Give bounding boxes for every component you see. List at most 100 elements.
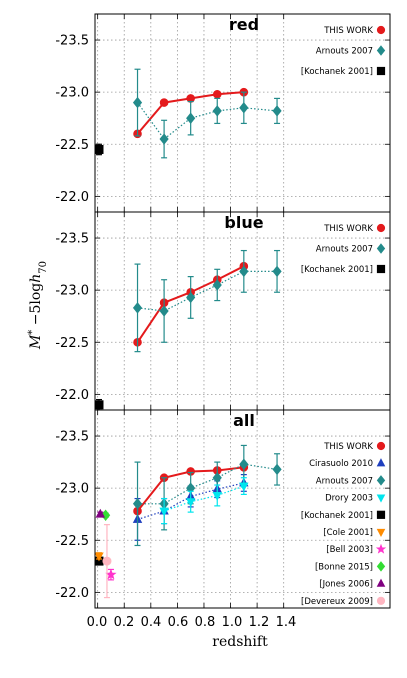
legend-marker xyxy=(376,510,386,519)
legend-label: [Kochanek 2001] xyxy=(301,511,373,521)
panel-title: red xyxy=(229,15,259,34)
data-point xyxy=(212,472,222,484)
panel-title: all xyxy=(233,411,255,430)
data-point xyxy=(239,102,249,114)
x-tick-label: 0.0 xyxy=(87,615,108,630)
data-point xyxy=(239,265,249,278)
panel-frame xyxy=(94,409,391,609)
panel-blue: -22.0 -22.5 -23.0 -23.5 blue THIS WORK Arnouts… xyxy=(55,211,391,411)
y-tick-label: -22.0 xyxy=(55,190,89,205)
data-point xyxy=(185,498,196,508)
panel-frame xyxy=(94,13,391,213)
y-tick-label: -23.5 xyxy=(55,34,89,49)
series-line xyxy=(163,485,245,512)
legend-marker xyxy=(376,264,386,274)
data-point xyxy=(95,508,106,518)
y-label-main: M xyxy=(28,334,44,350)
legend-marker xyxy=(375,543,387,554)
series-this-work xyxy=(133,463,249,516)
data-point xyxy=(186,112,196,124)
y-label-sub: 70 xyxy=(38,261,49,274)
plot-area xyxy=(95,249,282,410)
y-tick-label: -22.5 xyxy=(55,534,89,549)
axis-ticks xyxy=(95,212,390,410)
legend-marker xyxy=(376,243,386,254)
data-point xyxy=(159,133,169,145)
legend-label: Arnouts 2007 xyxy=(316,476,373,486)
legend-marker xyxy=(376,528,386,538)
x-tick-label: 0.2 xyxy=(114,615,135,630)
data-point xyxy=(212,279,222,291)
series--kochanek-2001- xyxy=(95,143,104,156)
x-tick-label: 0.4 xyxy=(141,615,162,630)
data-point xyxy=(132,96,143,109)
panels-layer: -22.0 -22.5 -23.0 -23.5 red THIS WORK Arnouts … xyxy=(55,13,391,609)
legend-marker xyxy=(376,441,386,451)
data-point xyxy=(212,89,222,99)
y-tick-label: -23.0 xyxy=(55,482,89,497)
data-point xyxy=(95,552,104,562)
series--bonne-2015- xyxy=(101,509,111,521)
legend-marker xyxy=(376,578,386,587)
y-tick-label: -23.5 xyxy=(55,232,89,247)
data-point xyxy=(102,556,112,566)
series--kochanek-2001- xyxy=(95,398,104,410)
data-point xyxy=(272,463,282,476)
legend-label: [Devereux 2009] xyxy=(301,597,373,607)
axis-ticks xyxy=(95,14,390,212)
legend: THIS WORK Arnouts 2007 [Kochanek 2001] xyxy=(301,223,386,275)
x-tick-label: 1.0 xyxy=(222,615,243,630)
plot-area xyxy=(95,68,282,159)
legend-label: Drory 2003 xyxy=(325,494,373,504)
legend-marker xyxy=(376,494,386,503)
series-arnouts-2007 xyxy=(132,444,282,547)
plot-area xyxy=(95,444,282,599)
data-point xyxy=(132,498,143,510)
legend-marker xyxy=(376,475,386,486)
data-point xyxy=(159,305,169,317)
y-tick-label: -23.0 xyxy=(55,86,89,101)
data-point xyxy=(186,291,196,304)
panel-title: blue xyxy=(224,213,263,232)
x-axis-label: redshift xyxy=(212,634,268,650)
data-point xyxy=(239,482,249,492)
legend-label: [Kochanek 2001] xyxy=(301,67,373,77)
y-tick-label: -23.5 xyxy=(55,430,89,445)
y-tick-label: -22.0 xyxy=(55,586,89,601)
legend-marker xyxy=(376,596,386,605)
legend-label: THIS WORK xyxy=(323,26,373,36)
y-label-sup: * xyxy=(27,330,38,335)
series-line xyxy=(137,482,244,520)
panel-all: -22.0 -22.5 -23.0 -23.5 all THIS WORK Cirasuol… xyxy=(55,409,391,609)
series-line xyxy=(137,270,278,312)
y-tick-label: -22.5 xyxy=(55,336,89,351)
data-point xyxy=(239,458,249,470)
series--jones-2006- xyxy=(95,508,106,518)
legend-marker xyxy=(376,66,386,76)
data-point xyxy=(212,105,222,117)
y-label-mid: −5log xyxy=(28,283,44,330)
legend-marker xyxy=(376,45,386,56)
x-axis-tick-labels: 0.0 0.2 0.4 0.6 0.8 1.0 1.2 1.4 xyxy=(87,615,297,630)
y-axis-label: M* −5logh70 xyxy=(27,261,49,350)
legend: THIS WORK Cirasuolo 2010 Arnouts 2007 Drory… xyxy=(301,441,387,607)
legend-label: [Cole 2001] xyxy=(323,528,373,538)
data-point xyxy=(272,265,282,278)
legend-marker xyxy=(376,561,386,572)
data-point xyxy=(272,105,282,117)
y-tick-label: -22.0 xyxy=(55,388,89,403)
legend-marker xyxy=(376,25,386,35)
legend: THIS WORK Arnouts 2007 [Kochanek 2001] xyxy=(301,25,386,77)
legend-marker xyxy=(376,458,386,467)
x-tick-label: 0.8 xyxy=(195,615,216,630)
grid-lines xyxy=(95,212,390,410)
grid-lines xyxy=(95,14,390,212)
y-tick-label: -22.5 xyxy=(55,138,89,153)
legend-label: [Bell 2003] xyxy=(326,545,373,555)
series--devereux-2009- xyxy=(102,524,112,599)
legend-marker xyxy=(376,223,386,233)
legend-label: Arnouts 2007 xyxy=(316,245,373,255)
legend-label: Cirasuolo 2010 xyxy=(309,459,373,469)
data-point xyxy=(101,509,111,521)
data-point xyxy=(95,400,104,410)
